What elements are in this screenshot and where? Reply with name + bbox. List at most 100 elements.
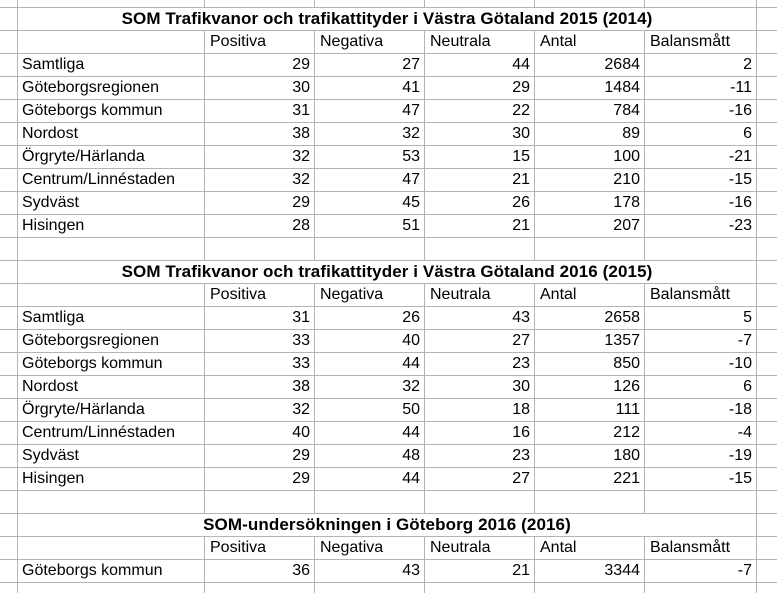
value-cell[interactable]: 1484 <box>535 77 645 100</box>
value-cell[interactable]: 38 <box>205 376 315 399</box>
value-cell[interactable]: -7 <box>645 330 757 353</box>
column-header-cell[interactable]: Antal <box>535 284 645 307</box>
value-cell[interactable]: 21 <box>425 215 535 238</box>
column-header-cell[interactable]: Positiva <box>205 31 315 54</box>
table-title-cell[interactable]: SOM Trafikvanor och trafikattityder i Vä… <box>18 8 757 31</box>
value-cell[interactable]: -19 <box>645 445 757 468</box>
value-cell[interactable]: 89 <box>535 123 645 146</box>
row-label-cell[interactable]: Samtliga <box>18 54 205 77</box>
row-label-cell[interactable]: Nordost <box>18 123 205 146</box>
value-cell[interactable]: 21 <box>425 560 535 583</box>
row-label-cell[interactable]: Göteborgsregionen <box>18 77 205 100</box>
value-cell[interactable]: 44 <box>315 422 425 445</box>
row-label-header-cell[interactable] <box>18 31 205 54</box>
value-cell[interactable]: 48 <box>315 445 425 468</box>
column-header-cell[interactable]: Negativa <box>315 284 425 307</box>
value-cell[interactable]: 40 <box>205 422 315 445</box>
column-header-cell[interactable]: Neutrala <box>425 284 535 307</box>
value-cell[interactable]: 44 <box>315 468 425 491</box>
value-cell[interactable]: 41 <box>315 77 425 100</box>
value-cell[interactable]: 40 <box>315 330 425 353</box>
value-cell[interactable]: 100 <box>535 146 645 169</box>
value-cell[interactable]: 6 <box>645 123 757 146</box>
value-cell[interactable]: 53 <box>315 146 425 169</box>
value-cell[interactable]: 23 <box>425 353 535 376</box>
row-label-cell[interactable]: Göteborgs kommun <box>18 100 205 123</box>
value-cell[interactable]: 126 <box>535 376 645 399</box>
value-cell[interactable]: 207 <box>535 215 645 238</box>
value-cell[interactable]: 18 <box>425 399 535 422</box>
value-cell[interactable]: 50 <box>315 399 425 422</box>
value-cell[interactable]: 850 <box>535 353 645 376</box>
value-cell[interactable]: 30 <box>425 376 535 399</box>
column-header-cell[interactable]: Positiva <box>205 537 315 560</box>
value-cell[interactable]: 43 <box>425 307 535 330</box>
value-cell[interactable]: 31 <box>205 307 315 330</box>
value-cell[interactable]: 45 <box>315 192 425 215</box>
column-header-cell[interactable]: Neutrala <box>425 537 535 560</box>
value-cell[interactable]: 6 <box>645 376 757 399</box>
value-cell[interactable]: 3344 <box>535 560 645 583</box>
column-header-cell[interactable]: Positiva <box>205 284 315 307</box>
value-cell[interactable]: 29 <box>425 77 535 100</box>
value-cell[interactable]: 38 <box>205 123 315 146</box>
value-cell[interactable]: 32 <box>205 146 315 169</box>
column-header-cell[interactable]: Antal <box>535 537 645 560</box>
row-label-cell[interactable]: Sydväst <box>18 192 205 215</box>
column-header-cell[interactable]: Neutrala <box>425 31 535 54</box>
value-cell[interactable]: -11 <box>645 77 757 100</box>
value-cell[interactable]: 2684 <box>535 54 645 77</box>
row-label-cell[interactable]: Göteborgs kommun <box>18 560 205 583</box>
value-cell[interactable]: 32 <box>205 399 315 422</box>
value-cell[interactable]: 29 <box>205 468 315 491</box>
value-cell[interactable]: -7 <box>645 560 757 583</box>
value-cell[interactable]: 33 <box>205 330 315 353</box>
row-label-cell[interactable]: Samtliga <box>18 307 205 330</box>
value-cell[interactable]: 15 <box>425 146 535 169</box>
value-cell[interactable]: 16 <box>425 422 535 445</box>
value-cell[interactable]: 33 <box>205 353 315 376</box>
value-cell[interactable]: 212 <box>535 422 645 445</box>
row-label-cell[interactable]: Göteborgsregionen <box>18 330 205 353</box>
row-label-header-cell[interactable] <box>18 284 205 307</box>
value-cell[interactable]: 47 <box>315 169 425 192</box>
value-cell[interactable]: 30 <box>205 77 315 100</box>
value-cell[interactable]: 210 <box>535 169 645 192</box>
value-cell[interactable]: 27 <box>425 468 535 491</box>
value-cell[interactable]: 28 <box>205 215 315 238</box>
value-cell[interactable]: 221 <box>535 468 645 491</box>
column-header-cell[interactable]: Negativa <box>315 31 425 54</box>
value-cell[interactable]: 27 <box>425 330 535 353</box>
value-cell[interactable]: 784 <box>535 100 645 123</box>
row-label-cell[interactable]: Örgryte/Härlanda <box>18 146 205 169</box>
value-cell[interactable]: 36 <box>205 560 315 583</box>
value-cell[interactable]: 29 <box>205 192 315 215</box>
value-cell[interactable]: 27 <box>315 54 425 77</box>
value-cell[interactable]: 29 <box>205 445 315 468</box>
value-cell[interactable]: 31 <box>205 100 315 123</box>
value-cell[interactable]: 180 <box>535 445 645 468</box>
column-header-cell[interactable]: Negativa <box>315 537 425 560</box>
value-cell[interactable]: -18 <box>645 399 757 422</box>
value-cell[interactable]: 51 <box>315 215 425 238</box>
table-title-cell[interactable]: SOM-undersökningen i Göteborg 2016 (2016… <box>18 514 757 537</box>
column-header-cell[interactable]: Antal <box>535 31 645 54</box>
value-cell[interactable]: 32 <box>205 169 315 192</box>
value-cell[interactable]: -4 <box>645 422 757 445</box>
row-label-cell[interactable]: Hisingen <box>18 468 205 491</box>
value-cell[interactable]: 32 <box>315 123 425 146</box>
value-cell[interactable]: 5 <box>645 307 757 330</box>
value-cell[interactable]: 44 <box>425 54 535 77</box>
value-cell[interactable]: 2658 <box>535 307 645 330</box>
row-label-cell[interactable]: Centrum/Linnéstaden <box>18 422 205 445</box>
value-cell[interactable]: 21 <box>425 169 535 192</box>
column-header-cell[interactable]: Balansmått <box>645 537 757 560</box>
value-cell[interactable]: 26 <box>425 192 535 215</box>
row-label-cell[interactable]: Göteborgs kommun <box>18 353 205 376</box>
value-cell[interactable]: 1357 <box>535 330 645 353</box>
value-cell[interactable]: -16 <box>645 192 757 215</box>
row-label-cell[interactable]: Sydväst <box>18 445 205 468</box>
value-cell[interactable]: -15 <box>645 468 757 491</box>
row-label-header-cell[interactable] <box>18 537 205 560</box>
column-header-cell[interactable]: Balansmått <box>645 31 757 54</box>
